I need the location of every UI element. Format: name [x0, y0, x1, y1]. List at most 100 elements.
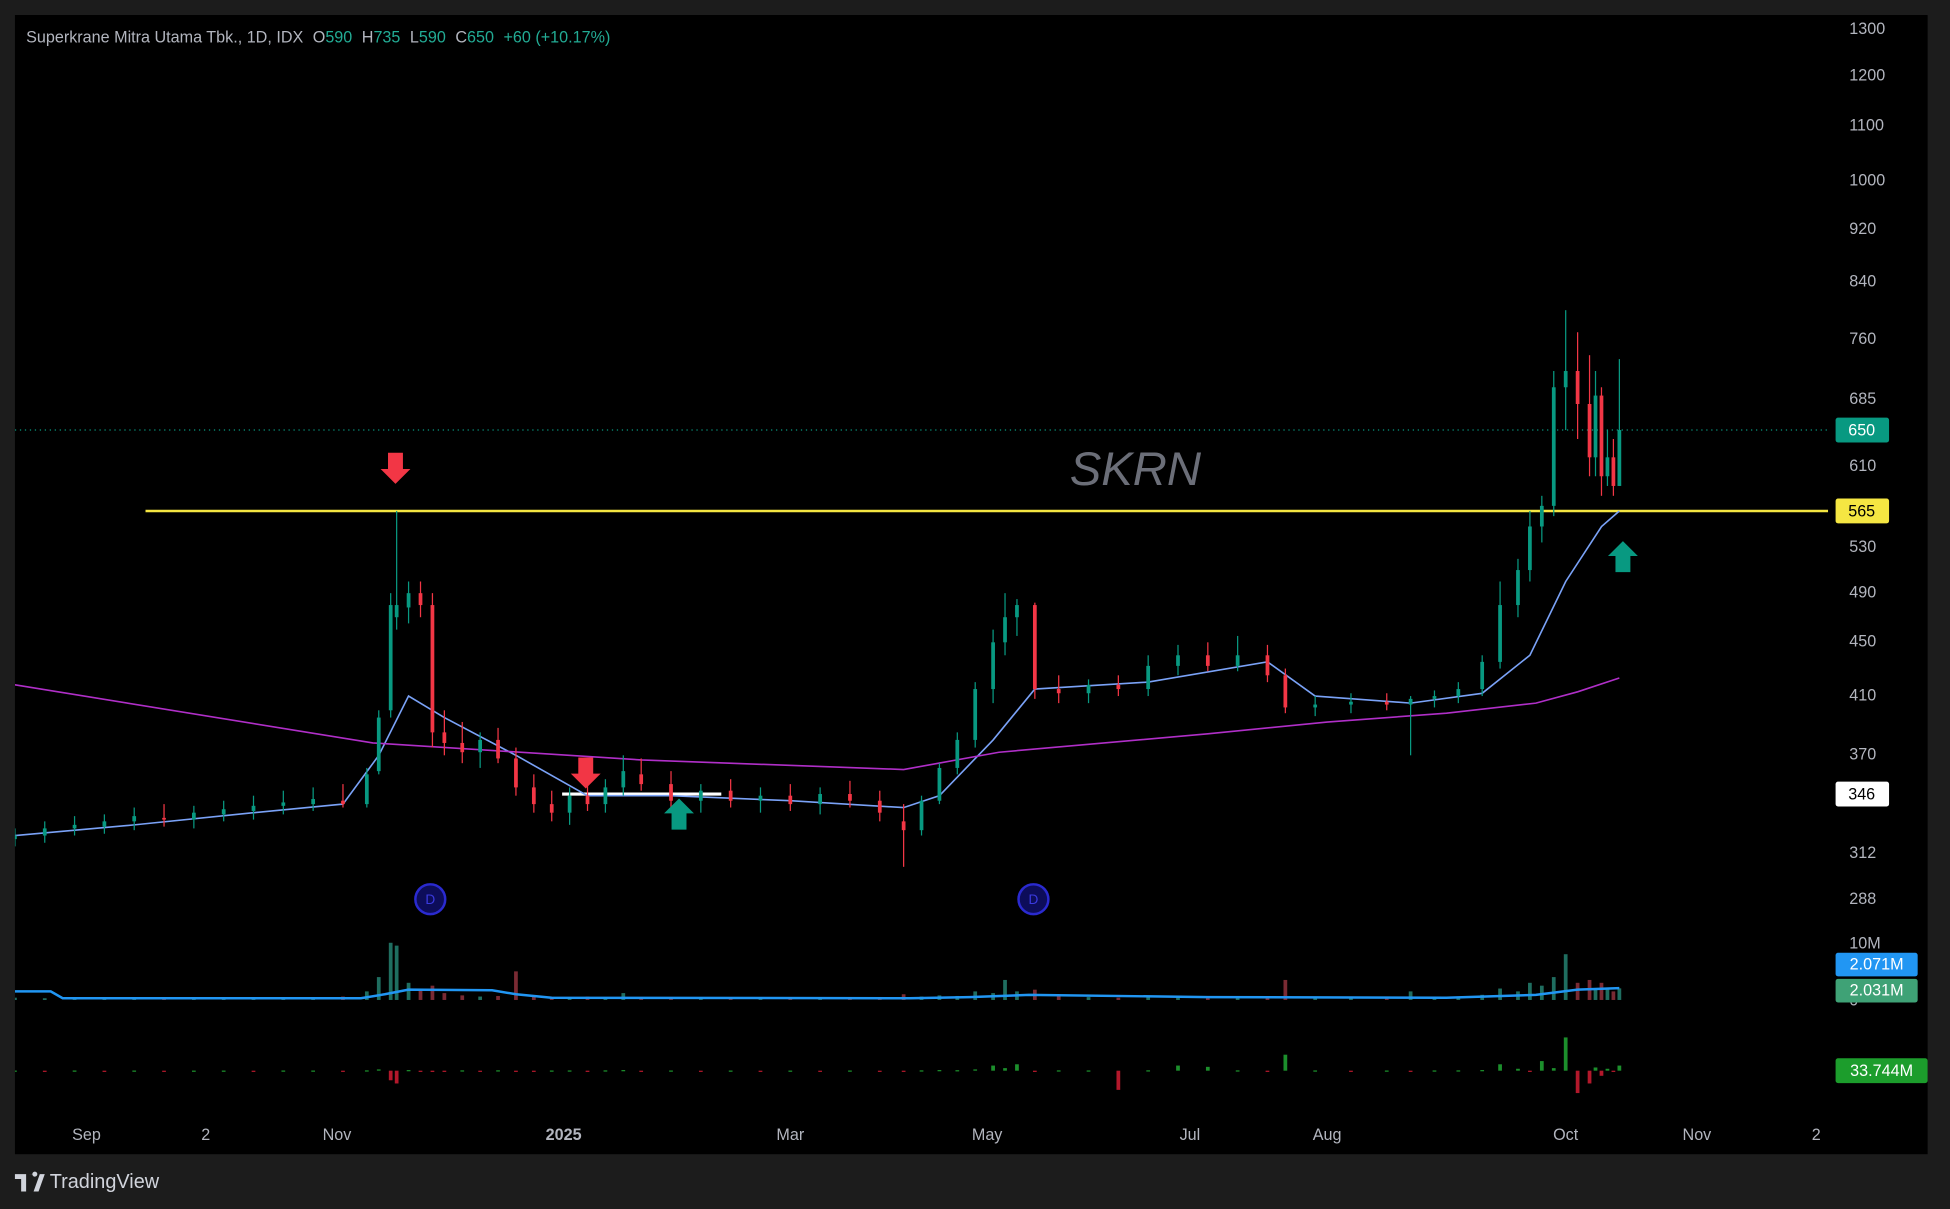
flow-bar: [818, 1070, 822, 1072]
flow-bar: [406, 1070, 411, 1072]
flow-bar: [877, 1070, 882, 1072]
y-tick-label: 840: [1849, 272, 1876, 290]
candle-body: [418, 593, 423, 606]
candle-body: [1611, 457, 1616, 486]
ohlc-value: 590: [325, 29, 352, 47]
candle-body: [406, 593, 411, 608]
flow-bar: [1086, 1070, 1091, 1072]
flow-bar: [1408, 1070, 1413, 1072]
flow-bar: [991, 1065, 995, 1071]
flow-bar: [14, 1070, 17, 1072]
candle-body: [1498, 605, 1502, 662]
flow-bar: [848, 1070, 852, 1072]
axes: 288 312 370 410 450 490 530 610 685 760 840 920 1000…: [72, 20, 1928, 1144]
ohlc-key: C: [455, 29, 467, 47]
flow-bar: [1003, 1068, 1007, 1071]
candle-body: [1551, 387, 1556, 506]
down-arrow: [380, 452, 411, 484]
candle-body: [531, 787, 536, 805]
flow-bar: [162, 1070, 166, 1072]
candle-body: [251, 805, 256, 811]
flow-bar: [376, 1069, 381, 1071]
flow-bar: [549, 1070, 554, 1072]
flow-bar: [311, 1070, 316, 1072]
volume-bar: [364, 991, 369, 1000]
candle-body: [191, 812, 196, 820]
candle-body: [1539, 505, 1544, 527]
candle-body: [1384, 701, 1389, 705]
flow-bar: [42, 1070, 47, 1072]
candle-body: [388, 605, 393, 711]
flow-bar: [639, 1070, 644, 1072]
price-tag: [1835, 498, 1890, 524]
flow-bar: [1116, 1070, 1121, 1090]
volume-tick-label: 10M: [1849, 934, 1880, 952]
candle-body: [42, 828, 47, 836]
y-tick-label: 610: [1849, 457, 1876, 475]
flow-bar: [478, 1070, 483, 1072]
volume-bar: [1116, 997, 1121, 1000]
volume-bar: [388, 942, 393, 1000]
candle-body: [549, 804, 554, 813]
flow-bar: [1146, 1070, 1151, 1072]
up-arrow: [664, 798, 694, 830]
flow-bar: [1498, 1064, 1502, 1071]
dividend-marker[interactable]: [1017, 883, 1050, 916]
candle-body: [1617, 430, 1622, 486]
candle-body: [394, 605, 399, 618]
flow-bar: [973, 1069, 978, 1071]
volume-bar: [1528, 982, 1532, 1000]
candle-body: [132, 816, 137, 822]
brand-name: TradingView: [50, 1171, 160, 1193]
y-tick-label: 450: [1849, 633, 1876, 651]
volume-bar: [1349, 997, 1353, 1000]
volume-ma-tag: [1835, 952, 1918, 977]
dividend-marker[interactable]: [414, 883, 447, 916]
flow-bar: [567, 1070, 572, 1072]
candle-body: [1587, 404, 1592, 458]
y-tick-label: 920: [1849, 220, 1876, 238]
candle-body: [1575, 371, 1580, 405]
y-tick-label: 1000: [1849, 172, 1885, 190]
candle-body: [818, 794, 822, 805]
x-tick-label: Jul: [1180, 1126, 1201, 1144]
candle-body: [1528, 526, 1532, 571]
x-tick-label: 2025: [546, 1126, 582, 1144]
candle-body: [1235, 655, 1240, 666]
volume-bar: [531, 995, 536, 1000]
y-tick-label: 370: [1849, 746, 1876, 764]
dividend-label: D: [1029, 892, 1039, 907]
volume-bar: [514, 971, 518, 1000]
candle-body: [430, 605, 435, 733]
candle-body: [14, 835, 17, 840]
flow-bar: [1480, 1070, 1485, 1072]
flow-bar: [364, 1070, 369, 1072]
y-tick-label: 490: [1849, 583, 1876, 601]
y-tick-label: 1100: [1849, 117, 1884, 135]
flow-bar: [1516, 1068, 1520, 1071]
volume-bar: [14, 997, 17, 1000]
candle-body: [1265, 655, 1270, 676]
candle-body: [567, 795, 572, 813]
candle-body: [1593, 395, 1598, 458]
y-tick-label: 1200: [1849, 66, 1885, 84]
watermark: SKRN: [1070, 443, 1202, 496]
volume-ma-tag-label: 2.071M: [1850, 955, 1904, 973]
flow-bar: [394, 1070, 399, 1084]
x-tick-label: Aug: [1313, 1126, 1342, 1144]
volume-bar: [1617, 988, 1622, 1000]
flow-bar: [430, 1070, 435, 1072]
annotations: D D: [380, 452, 1638, 916]
candle-body: [955, 739, 960, 768]
brand[interactable]: TradingView: [14, 1171, 160, 1193]
candle-body: [376, 717, 381, 772]
candle-body: [1605, 457, 1610, 477]
flow-bar: [1605, 1068, 1610, 1071]
flow-bar: [221, 1070, 226, 1072]
candle-body: [341, 800, 345, 805]
candle-body: [1516, 570, 1520, 606]
change: +60 (+10.17%): [503, 29, 610, 47]
flow-bar: [1032, 1070, 1037, 1072]
flow-bar: [1349, 1070, 1353, 1072]
